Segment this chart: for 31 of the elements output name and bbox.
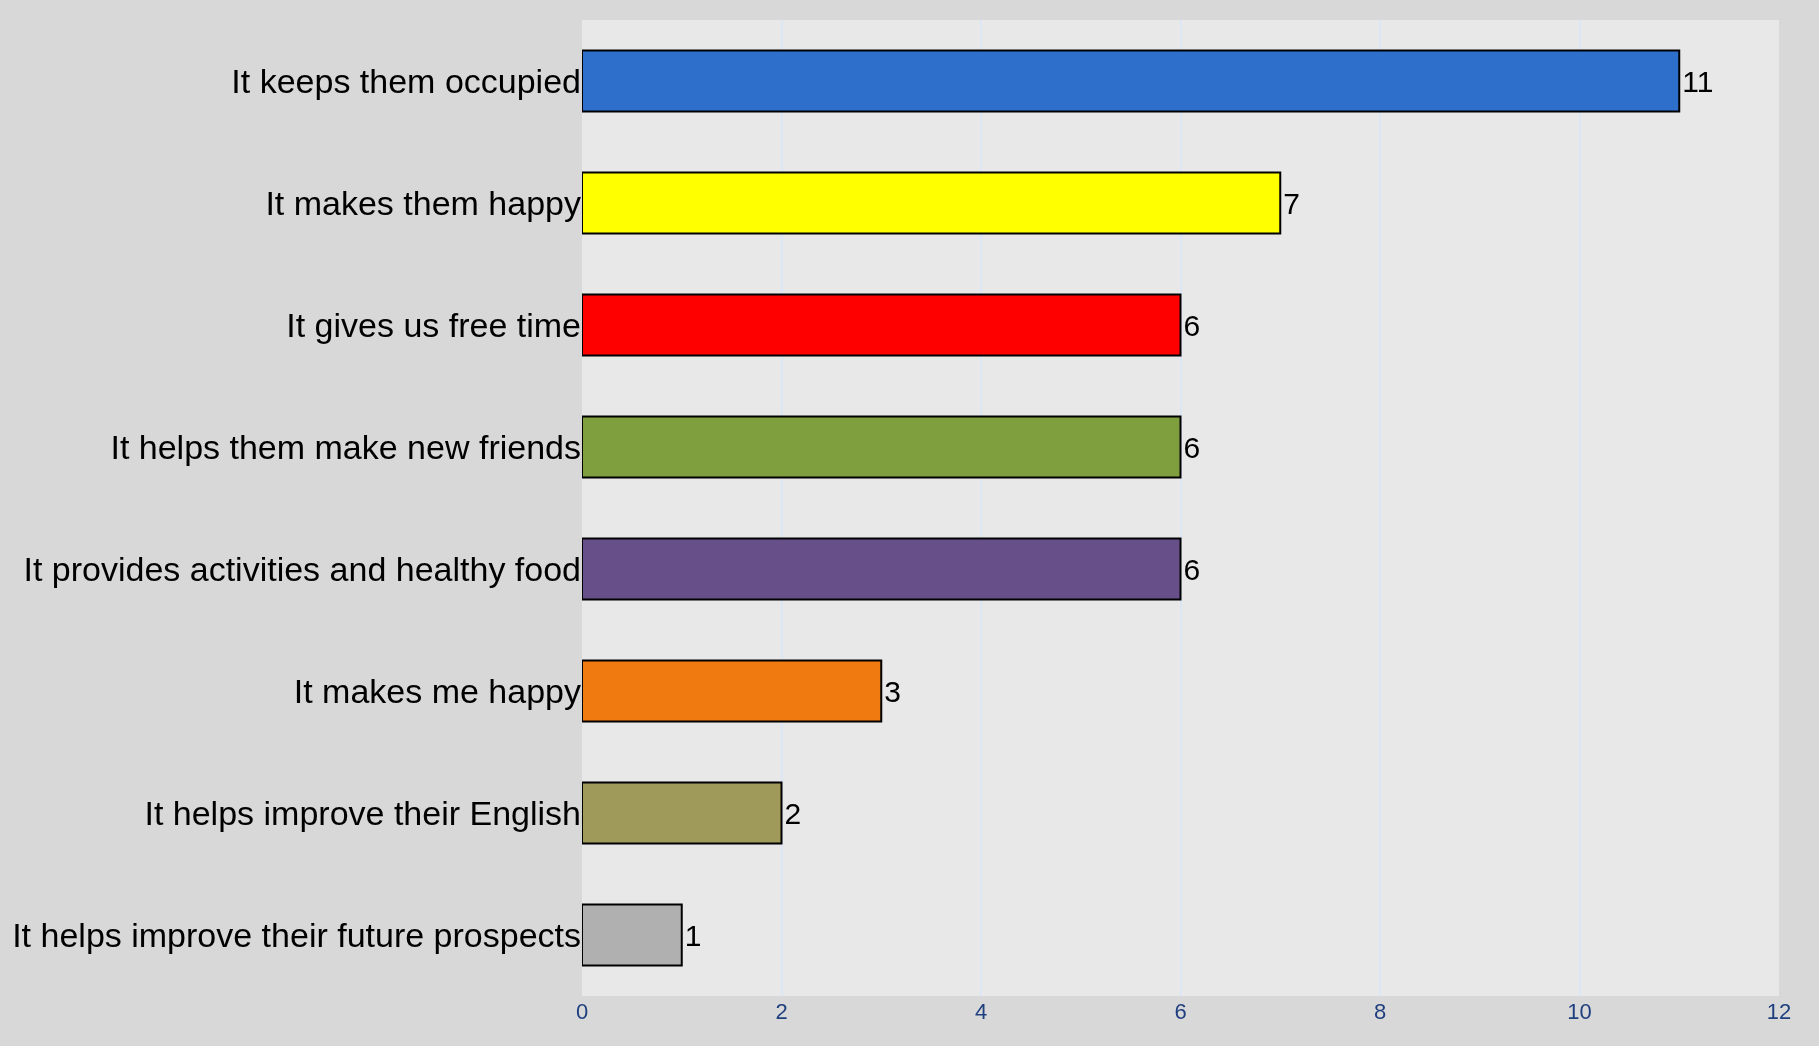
y-tick-label: It helps improve their English — [144, 793, 581, 832]
bar — [582, 49, 1681, 113]
data-label: 6 — [1183, 430, 1201, 464]
bar — [582, 781, 783, 845]
bar — [582, 171, 1282, 235]
x-tick-label: 8 — [1373, 999, 1387, 1024]
y-tick-label: It provides activities and healthy food — [23, 549, 581, 588]
data-label: 6 — [1183, 308, 1201, 342]
data-label: 11 — [1682, 64, 1714, 98]
x-tick-label: 6 — [1174, 999, 1187, 1024]
y-tick-label: It helps improve their future prospects — [12, 915, 581, 954]
x-tick-label: 10 — [1567, 999, 1592, 1024]
bar — [582, 659, 883, 723]
x-tick-label: 12 — [1766, 999, 1792, 1024]
bar — [582, 537, 1182, 601]
data-label: 1 — [684, 918, 702, 952]
data-label: 3 — [884, 674, 901, 708]
y-tick-label: It helps them make new friends — [110, 427, 581, 466]
y-tick-label: It keeps them occupied — [231, 61, 581, 100]
bar — [582, 903, 683, 967]
x-tick-label: 2 — [775, 999, 788, 1024]
y-tick-label: It makes them happy — [265, 183, 581, 222]
y-tick-label: It gives us free time — [286, 305, 581, 344]
x-tick-label: 4 — [974, 999, 988, 1024]
x-tick-label: 0 — [575, 999, 589, 1024]
bar — [582, 415, 1182, 479]
data-label: 7 — [1283, 186, 1300, 220]
bar — [582, 293, 1182, 357]
y-tick-label: It makes me happy — [293, 671, 581, 710]
data-label: 6 — [1183, 552, 1201, 586]
data-label: 2 — [784, 796, 802, 830]
